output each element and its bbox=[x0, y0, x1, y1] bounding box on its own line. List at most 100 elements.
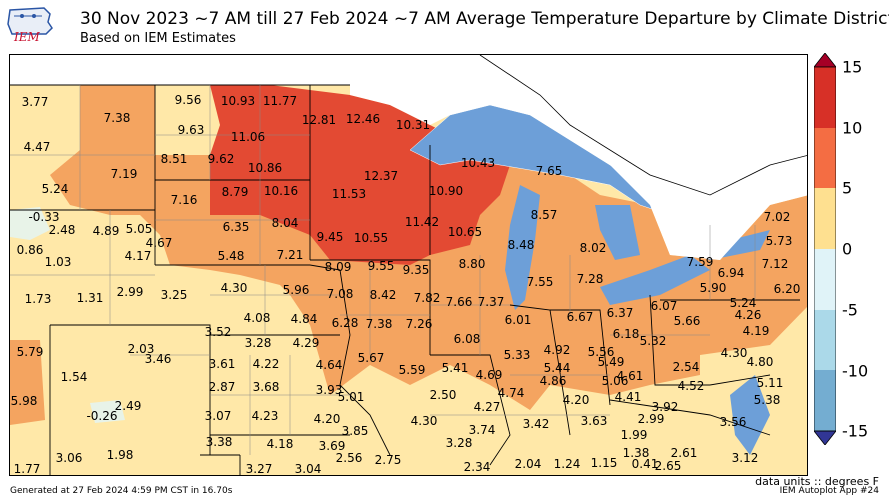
colorbar-tick-label: 15 bbox=[842, 57, 863, 77]
district-value-label: 4.30 bbox=[220, 281, 248, 295]
district-value-label: 2.34 bbox=[463, 460, 491, 474]
district-value-label: 10.86 bbox=[247, 161, 283, 175]
district-value-label: 3.56 bbox=[719, 415, 747, 429]
district-value-label: 5.73 bbox=[765, 234, 793, 248]
district-value-label: 5.11 bbox=[756, 376, 784, 390]
district-value-label: 1.73 bbox=[24, 292, 52, 306]
district-value-label: 4.30 bbox=[720, 346, 748, 360]
district-value-label: 4.84 bbox=[290, 312, 318, 326]
district-value-label: 8.42 bbox=[369, 288, 397, 302]
district-value-label: 4.86 bbox=[539, 374, 567, 388]
district-value-label: 8.02 bbox=[579, 241, 607, 255]
district-value-label: 6.37 bbox=[606, 306, 634, 320]
district-value-label: 4.89 bbox=[92, 224, 120, 238]
colorbar-band-neg10-neg5 bbox=[814, 310, 836, 370]
canada-area bbox=[10, 55, 807, 260]
district-value-label: 5.33 bbox=[503, 348, 531, 362]
colorbar-tick-label: -15 bbox=[842, 421, 869, 441]
lake-michigan bbox=[505, 185, 540, 310]
district-value-label: 9.45 bbox=[316, 230, 344, 244]
district-value-label: 2.50 bbox=[429, 388, 457, 402]
colorbar-tick-label: 0 bbox=[842, 239, 853, 259]
district-value-label: 7.38 bbox=[103, 111, 131, 125]
district-value-label: 2.61 bbox=[670, 446, 698, 460]
lake-erie bbox=[600, 255, 710, 305]
district-value-label: 5.96 bbox=[282, 283, 310, 297]
district-value-label: 5.24 bbox=[729, 296, 757, 310]
colorbar bbox=[814, 53, 836, 445]
district-value-label: 3.85 bbox=[341, 424, 369, 438]
colorbar-tick-label: -5 bbox=[842, 300, 858, 320]
district-value-label: 1.24 bbox=[553, 457, 581, 471]
district-value-label: 8.04 bbox=[271, 216, 299, 230]
district-value-label: 2.65 bbox=[654, 459, 682, 473]
district-value-label: 3.77 bbox=[21, 95, 49, 109]
district-value-label: 6.35 bbox=[222, 220, 250, 234]
district-value-label: 3.12 bbox=[731, 451, 759, 465]
district-value-label: 2.87 bbox=[208, 380, 236, 394]
district-value-label: 5.41 bbox=[441, 361, 469, 375]
district-value-label: 4.08 bbox=[243, 311, 271, 325]
district-value-label: 12.37 bbox=[363, 169, 399, 183]
district-value-label: 8.79 bbox=[221, 185, 249, 199]
district-value-label: 2.04 bbox=[514, 457, 542, 471]
district-value-label: 11.06 bbox=[230, 130, 266, 144]
district-value-label: 5.67 bbox=[357, 351, 385, 365]
district-value-label: 4.20 bbox=[313, 412, 341, 426]
district-value-label: 10.65 bbox=[447, 225, 483, 239]
district-value-label: 4.20 bbox=[562, 393, 590, 407]
district-value-label: 4.67 bbox=[145, 236, 173, 250]
district-value-label: 7.82 bbox=[413, 291, 441, 305]
district-value-label: 10.90 bbox=[428, 184, 464, 198]
district-value-label: 4.64 bbox=[315, 358, 343, 372]
colorbar-tick-label: 5 bbox=[842, 178, 853, 198]
district-value-label: 1.03 bbox=[44, 255, 72, 269]
district-value-label: 6.28 bbox=[331, 316, 359, 330]
district-value-label: 2.54 bbox=[672, 360, 700, 374]
district-value-label: 3.46 bbox=[144, 352, 172, 366]
district-value-label: 9.55 bbox=[367, 259, 395, 273]
district-value-label: 4.30 bbox=[410, 414, 438, 428]
district-value-label: 1.98 bbox=[106, 448, 134, 462]
district-value-label: 6.07 bbox=[650, 299, 678, 313]
district-value-label: 7.66 bbox=[445, 295, 473, 309]
district-value-label: 7.55 bbox=[526, 275, 554, 289]
logo-text: IEM bbox=[13, 30, 41, 44]
colorbar-band-10-15 bbox=[814, 67, 836, 128]
district-value-label: 7.16 bbox=[170, 193, 198, 207]
district-value-label: 6.67 bbox=[566, 310, 594, 324]
district-value-label: 5.66 bbox=[673, 314, 701, 328]
district-borders bbox=[10, 85, 756, 455]
district-value-label: 7.02 bbox=[763, 210, 791, 224]
district-value-label: 4.23 bbox=[251, 409, 279, 423]
district-value-label: 11.53 bbox=[331, 187, 367, 201]
district-value-label: 5.79 bbox=[16, 345, 44, 359]
district-value-label: 5.24 bbox=[41, 182, 69, 196]
district-value-label: 6.94 bbox=[717, 266, 745, 280]
district-value-label: 4.26 bbox=[734, 308, 762, 322]
district-value-label: 4.69 bbox=[475, 368, 503, 382]
page-subtitle: Based on IEM Estimates bbox=[80, 31, 236, 46]
district-value-label: 0.86 bbox=[16, 243, 44, 257]
district-value-label: 1.31 bbox=[76, 291, 104, 305]
generated-timestamp: Generated at 27 Feb 2024 4:59 PM CST in … bbox=[10, 486, 233, 496]
district-value-label: 5.90 bbox=[699, 281, 727, 295]
district-value-label: 2.03 bbox=[127, 342, 155, 356]
district-value-label: 7.37 bbox=[477, 295, 505, 309]
district-value-label: 3.93 bbox=[315, 383, 343, 397]
district-value-label: -0.33 bbox=[28, 210, 60, 224]
band-below-0-west bbox=[10, 207, 50, 240]
district-value-label: 4.47 bbox=[23, 140, 51, 154]
district-value-label: 5.06 bbox=[601, 374, 629, 388]
district-value-label: 7.19 bbox=[110, 167, 138, 181]
band-5-to-10-sw bbox=[10, 340, 45, 425]
district-value-label: 4.52 bbox=[677, 379, 705, 393]
district-value-label: 4.80 bbox=[746, 355, 774, 369]
district-value-label: 5.01 bbox=[337, 390, 365, 404]
district-value-label: 3.42 bbox=[522, 417, 550, 431]
iem-logo: IEM bbox=[7, 7, 53, 44]
district-value-label: 5.32 bbox=[639, 334, 667, 348]
district-value-label: 10.43 bbox=[460, 156, 496, 170]
district-value-label: 3.68 bbox=[252, 380, 280, 394]
district-value-label: 7.26 bbox=[405, 317, 433, 331]
